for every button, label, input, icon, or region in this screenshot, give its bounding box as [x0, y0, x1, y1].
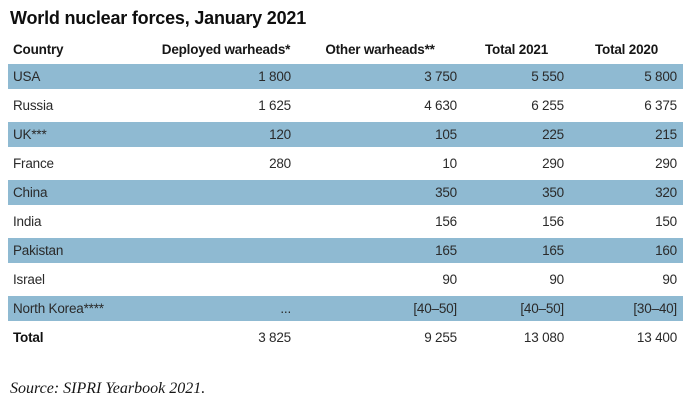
table-row-israel: Israel 90 90 90 — [8, 265, 683, 294]
column-header-total-2021: Total 2021 — [484, 41, 549, 57]
cell-total-2020: 90 — [662, 272, 677, 287]
table-row-uk: UK*** 120 105 225 215 — [8, 120, 683, 149]
table-row-total: Total 3 825 9 255 13 080 13 400 — [8, 323, 683, 352]
column-header-other: Other warheads** — [325, 41, 435, 57]
cell-country: Pakistan — [8, 236, 155, 265]
cell-other: 10 — [442, 156, 457, 171]
cell-total-2021: [40–50] — [463, 294, 570, 323]
cell-country: UK*** — [8, 120, 155, 149]
cell-total-2020: 160 — [570, 236, 683, 265]
cell-deployed: 1 800 — [155, 62, 297, 91]
table-row-usa: USA 1 800 3 750 5 550 5 800 — [8, 62, 683, 91]
cell-total-2021: 13 080 — [523, 330, 564, 345]
cell-deployed: 280 — [269, 156, 291, 171]
cell-total-2021: 5 550 — [463, 62, 570, 91]
cell-total-2020: 6 375 — [644, 98, 677, 113]
cell-total-2021: 225 — [463, 120, 570, 149]
source-note: Source: SIPRI Yearbook 2021. — [10, 380, 206, 397]
cell-other: [40–50] — [297, 294, 463, 323]
cell-total-2021: 290 — [542, 156, 564, 171]
cell-other: 165 — [297, 236, 463, 265]
column-header-country: Country — [13, 41, 64, 57]
cell-other: 4 630 — [424, 98, 457, 113]
cell-total-2020: 13 400 — [636, 330, 677, 345]
cell-deployed — [155, 207, 297, 236]
cell-country: Israel — [13, 272, 45, 287]
cell-deployed — [155, 178, 297, 207]
table-header-row: Country Deployed warheads* Other warhead… — [8, 36, 683, 62]
cell-country: USA — [8, 62, 155, 91]
cell-deployed: 1 625 — [258, 98, 291, 113]
table-row-china: China 350 350 320 — [8, 178, 683, 207]
cell-total-2020: 290 — [655, 156, 677, 171]
table-row-russia: Russia 1 625 4 630 6 255 6 375 — [8, 91, 683, 120]
cell-other: 105 — [297, 120, 463, 149]
cell-deployed — [155, 236, 297, 265]
cell-deployed: 3 825 — [258, 330, 291, 345]
cell-total-2021: 165 — [463, 236, 570, 265]
table-row-pakistan: Pakistan 165 165 160 — [8, 236, 683, 265]
cell-other: 3 750 — [297, 62, 463, 91]
cell-country: France — [13, 156, 54, 171]
nuclear-forces-table: Country Deployed warheads* Other warhead… — [8, 36, 683, 352]
cell-country: India — [13, 214, 42, 229]
cell-deployed: 120 — [155, 120, 297, 149]
table-row-north-korea: North Korea**** ... [40–50] [40–50] [30–… — [8, 294, 683, 323]
table-row-india: India 156 156 150 — [8, 207, 683, 236]
cell-total-2020: 215 — [570, 120, 683, 149]
column-header-deployed: Deployed warheads* — [161, 41, 291, 57]
cell-deployed — [155, 265, 297, 294]
cell-country: China — [8, 178, 155, 207]
table-row-france: France 280 10 290 290 — [8, 149, 683, 178]
cell-total-2021: 90 — [549, 272, 564, 287]
column-header-total-2020: Total 2020 — [594, 41, 659, 57]
cell-total-2020: [30–40] — [570, 294, 683, 323]
cell-total-2020: 150 — [655, 214, 677, 229]
cell-country: Total — [13, 330, 44, 345]
cell-other: 156 — [435, 214, 457, 229]
cell-other: 9 255 — [424, 330, 457, 345]
cell-total-2021: 350 — [463, 178, 570, 207]
cell-total-2020: 5 800 — [570, 62, 683, 91]
cell-total-2021: 6 255 — [531, 98, 564, 113]
cell-total-2020: 320 — [570, 178, 683, 207]
cell-total-2021: 156 — [542, 214, 564, 229]
cell-other: 350 — [297, 178, 463, 207]
cell-deployed: ... — [155, 294, 297, 323]
page-title: World nuclear forces, January 2021 — [10, 8, 307, 28]
cell-country: Russia — [13, 98, 54, 113]
cell-country: North Korea**** — [8, 294, 155, 323]
cell-other: 90 — [442, 272, 457, 287]
